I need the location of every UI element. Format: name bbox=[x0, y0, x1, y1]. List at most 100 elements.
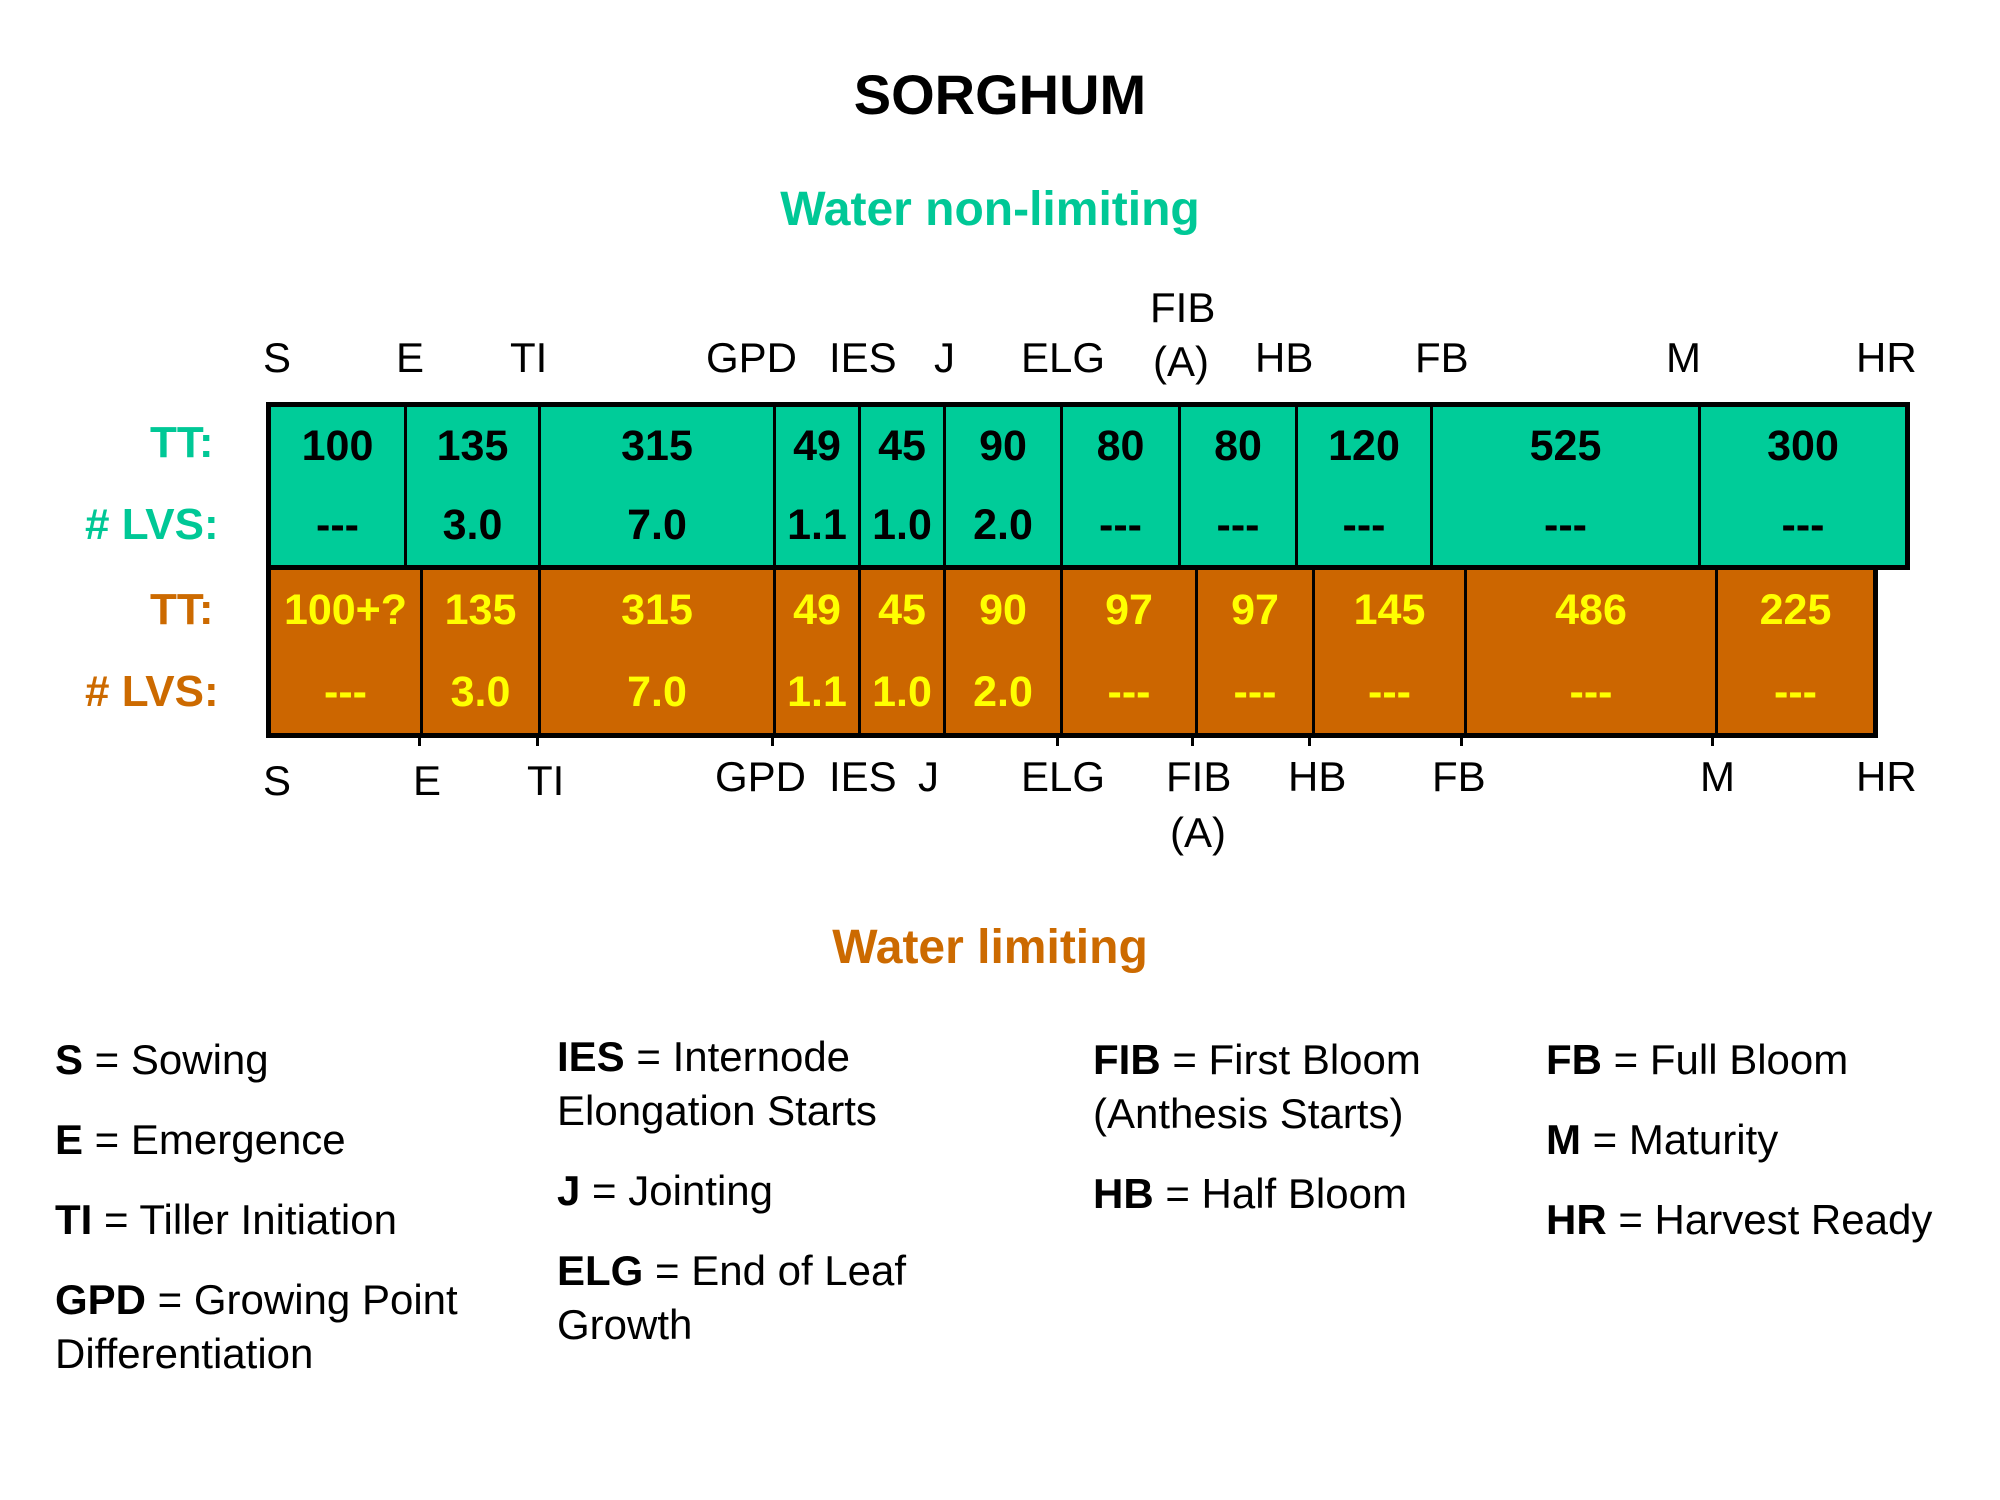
legend-column-2: IES = Internode Elongation Starts J = Jo… bbox=[557, 1030, 987, 1378]
stage-tick bbox=[418, 736, 421, 746]
wet-cell-fib-hb: 80 --- bbox=[1181, 407, 1298, 565]
stage-tick bbox=[1711, 736, 1714, 746]
stage-label-elg: ELG bbox=[1021, 334, 1106, 381]
wet-cell-ti-gpd: 315 7.0 bbox=[541, 407, 776, 565]
tt-value: 100 bbox=[301, 422, 374, 470]
lvs-value: --- bbox=[1781, 501, 1825, 549]
tt-value: 90 bbox=[979, 586, 1027, 635]
wet-cell-s-e: 100 --- bbox=[271, 407, 407, 565]
water-non-limiting-title: Water non-limiting bbox=[780, 183, 1200, 236]
dry-lvs-label: # LVS: bbox=[85, 667, 219, 716]
lvs-value: --- bbox=[1569, 667, 1613, 716]
wet-cell-e-ti: 135 3.0 bbox=[407, 407, 541, 565]
legend-entry-gpd: GPD = Growing Point Differentiation bbox=[55, 1276, 458, 1377]
tt-value: 49 bbox=[793, 586, 841, 635]
stage-label-j: J bbox=[934, 334, 955, 381]
stage-tick bbox=[1308, 736, 1311, 746]
tt-value: 120 bbox=[1328, 422, 1400, 470]
dry-cell-ies-j: 45 1.0 bbox=[861, 570, 946, 733]
tt-value: 80 bbox=[1214, 422, 1262, 470]
legend-entry-e: E = Emergence bbox=[55, 1116, 346, 1163]
legend-entry-fib: FIB = First Bloom (Anthesis Starts) bbox=[1093, 1036, 1421, 1137]
dry-cell-elg-fib: 97 --- bbox=[1063, 570, 1198, 733]
stage-label-fib: FIB bbox=[1166, 753, 1232, 800]
tt-value: 135 bbox=[436, 422, 509, 470]
tt-value: 97 bbox=[1231, 586, 1279, 635]
dry-tt-label: TT: bbox=[150, 585, 214, 634]
tt-value: 145 bbox=[1353, 586, 1426, 635]
wet-lvs-label: # LVS: bbox=[85, 500, 219, 549]
tt-value: 315 bbox=[621, 586, 693, 635]
tt-value: 100+? bbox=[283, 586, 408, 635]
wet-tt-label: TT: bbox=[150, 418, 214, 467]
stage-label-gpd: GPD bbox=[706, 334, 798, 381]
dry-cell-fib-hb: 97 --- bbox=[1198, 570, 1315, 733]
dry-cell-s-e: 100+? --- bbox=[271, 570, 423, 733]
lvs-value: 7.0 bbox=[627, 667, 687, 716]
stage-label-e: E bbox=[396, 334, 425, 381]
stage-label-fib: FIB bbox=[1150, 284, 1216, 331]
lvs-value: 1.0 bbox=[872, 501, 932, 549]
wet-cell-elg-fib: 80 --- bbox=[1063, 407, 1181, 565]
legend-entry-elg: ELG = End of Leaf Growth bbox=[557, 1247, 907, 1348]
wet-cell-fb-m: 525 --- bbox=[1433, 407, 1701, 565]
stage-tick bbox=[1056, 736, 1059, 746]
tt-value: 49 bbox=[793, 422, 841, 470]
tt-value: 45 bbox=[878, 586, 926, 635]
wet-cell-gpd-ies: 49 1.1 bbox=[776, 407, 861, 565]
stage-tick bbox=[536, 736, 539, 746]
lvs-value: 1.1 bbox=[787, 667, 847, 716]
tt-value: 45 bbox=[878, 422, 926, 470]
stage-label-e: E bbox=[413, 757, 442, 804]
stage-label-elg: ELG bbox=[1021, 753, 1106, 800]
wet-cell-j-elg: 90 2.0 bbox=[946, 407, 1063, 565]
lvs-value: 3.0 bbox=[450, 667, 511, 716]
lvs-value: --- bbox=[1107, 667, 1151, 716]
stage-label-ies: IES bbox=[829, 753, 897, 800]
tt-value: 90 bbox=[979, 422, 1027, 470]
stage-label-gpd: GPD bbox=[715, 753, 807, 800]
stage-label-hb: HB bbox=[1255, 334, 1314, 381]
lvs-value: 1.0 bbox=[872, 667, 932, 716]
stage-label-s: S bbox=[263, 757, 292, 804]
legend-column-4: FB = Full Bloom M = Maturity HR = Harves… bbox=[1546, 1033, 1986, 1273]
legend-entry-j: J = Jointing bbox=[557, 1167, 773, 1214]
water-non-limiting-band: 100 --- 135 3.0 315 7.0 49 1.1 45 1.0 90 2.0 8… bbox=[266, 402, 1910, 570]
legend-entry-s: S = Sowing bbox=[55, 1036, 269, 1083]
lvs-value: 7.0 bbox=[627, 501, 687, 549]
tt-value: 135 bbox=[444, 586, 517, 635]
stage-label-ies: IES bbox=[829, 334, 897, 381]
legend-entry-m: M = Maturity bbox=[1546, 1116, 1779, 1163]
stage-label-hr: HR bbox=[1856, 753, 1917, 800]
lvs-value: 3.0 bbox=[442, 501, 503, 549]
tt-value: 300 bbox=[1767, 422, 1839, 470]
lvs-value: 2.0 bbox=[973, 667, 1033, 716]
stage-tick bbox=[771, 736, 774, 746]
lvs-value: --- bbox=[316, 501, 359, 549]
legend-column-3: FIB = First Bloom (Anthesis Starts) HB =… bbox=[1093, 1033, 1493, 1247]
lvs-value: --- bbox=[324, 667, 367, 716]
dry-cell-fb-m: 486 --- bbox=[1467, 570, 1718, 733]
dry-cell-e-ti: 135 3.0 bbox=[423, 570, 541, 733]
dry-cell-j-elg: 90 2.0 bbox=[946, 570, 1063, 733]
lvs-value: --- bbox=[1774, 667, 1817, 716]
lvs-value: --- bbox=[1216, 501, 1260, 549]
stage-label-ti: TI bbox=[510, 334, 548, 381]
lvs-value: 2.0 bbox=[973, 501, 1033, 549]
stage-label-ti: TI bbox=[527, 757, 565, 804]
wet-cell-m-hr: 300 --- bbox=[1701, 407, 1905, 565]
dry-cell-gpd-ies: 49 1.1 bbox=[776, 570, 861, 733]
stage-label-fib-a: (A) bbox=[1153, 338, 1209, 385]
dry-cell-m-hr: 225 --- bbox=[1718, 570, 1873, 733]
lvs-value: --- bbox=[1342, 501, 1386, 549]
legend-entry-ti: TI = Tiller Initiation bbox=[55, 1196, 397, 1243]
dry-cell-ti-gpd: 315 7.0 bbox=[541, 570, 776, 733]
legend-entry-fb: FB = Full Bloom bbox=[1546, 1036, 1849, 1083]
stage-label-s: S bbox=[263, 334, 292, 381]
legend-entry-ies: IES = Internode Elongation Starts bbox=[557, 1033, 877, 1134]
tt-value: 225 bbox=[1759, 586, 1832, 635]
stage-label-m: M bbox=[1666, 334, 1701, 381]
tt-value: 525 bbox=[1529, 422, 1602, 470]
legend-column-1: S = Sowing E = Emergence TI = Tiller Ini… bbox=[55, 1033, 535, 1407]
wet-cell-ies-j: 45 1.0 bbox=[861, 407, 946, 565]
